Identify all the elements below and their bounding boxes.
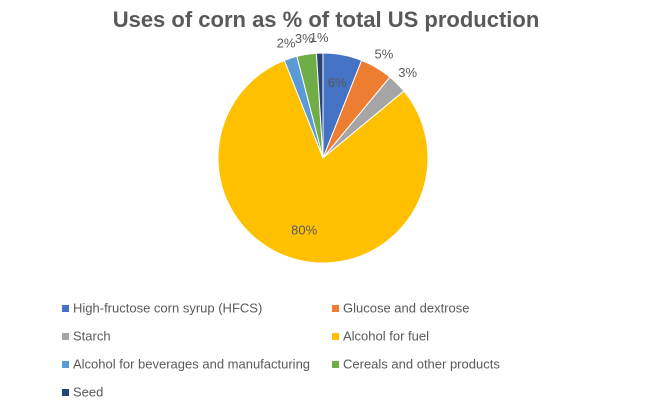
pie-slice [315,52,324,159]
legend-swatch [62,333,69,340]
data-label: 3% [398,65,417,80]
data-label: 1% [310,30,329,45]
data-label: 80% [291,223,317,238]
chart-title: Uses of corn as % of total US production [113,7,540,32]
legend-label: Starch [73,328,111,343]
data-label: 2% [277,36,296,51]
legend-swatch [332,333,339,340]
legend-swatch [62,361,69,368]
legend-swatch [62,305,69,312]
legend-label: Cereals and other products [343,356,500,371]
legend-swatch [332,305,339,312]
legend-swatch [62,389,69,396]
data-label: 6% [328,75,347,90]
data-label: 5% [375,46,394,61]
legend-label: Seed [73,384,103,399]
data-label: 3% [295,31,314,46]
legend-swatch [332,361,339,368]
legend-label: High-fructose corn syrup (HFCS) [73,300,262,315]
legend-label: Alcohol for fuel [343,328,429,343]
pie-slice [217,59,429,264]
legend-label: Alcohol for beverages and manufacturing [73,356,310,371]
legend-label: Glucose and dextrose [343,300,469,315]
